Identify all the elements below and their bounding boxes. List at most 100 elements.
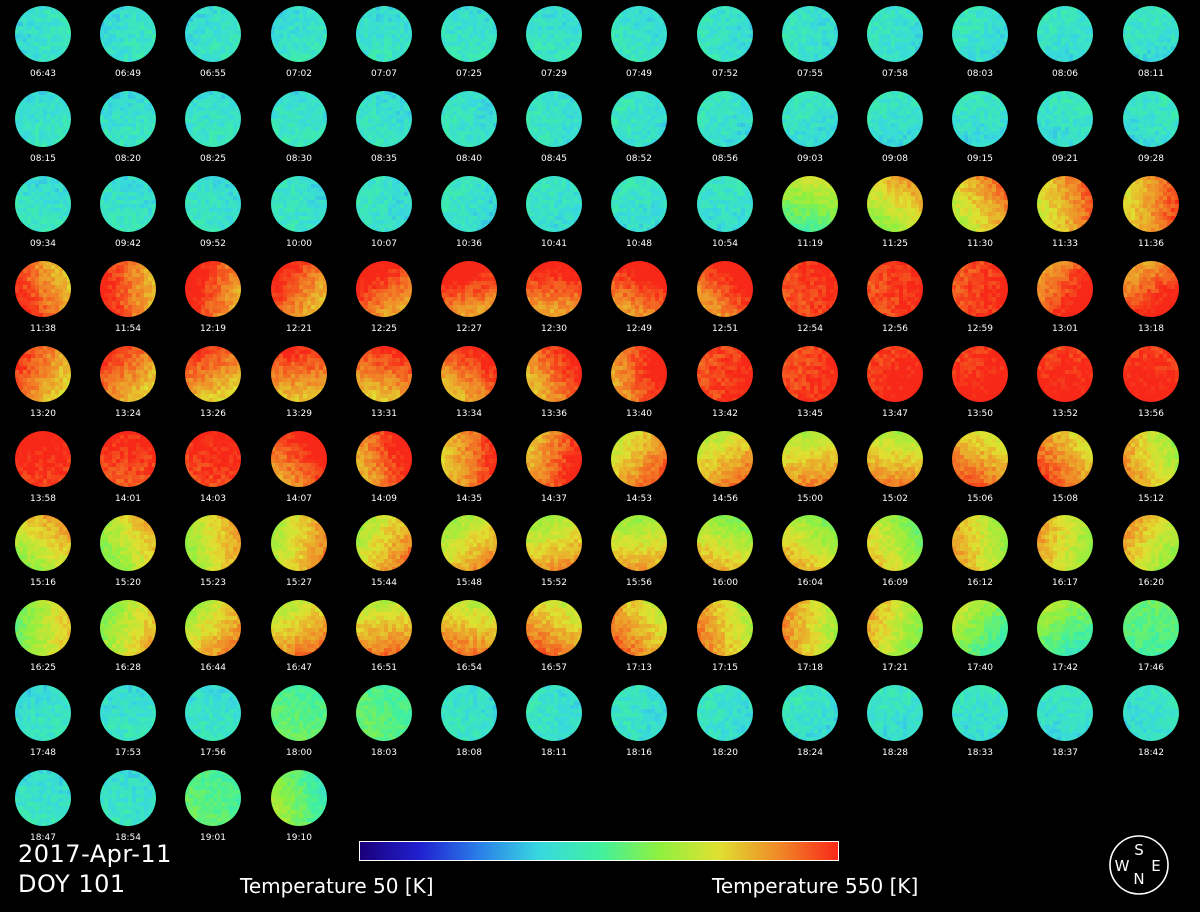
disc-time-label: 13:34 bbox=[439, 409, 499, 419]
thermal-disc bbox=[441, 6, 497, 62]
disc-time-label: 14:56 bbox=[695, 494, 755, 504]
thermal-disc bbox=[356, 346, 412, 402]
thermal-disc bbox=[100, 346, 156, 402]
disc-time-label: 09:28 bbox=[1121, 154, 1181, 164]
disc-time-label: 10:36 bbox=[439, 239, 499, 249]
thermal-disc bbox=[697, 431, 753, 487]
thermal-disc bbox=[1123, 261, 1179, 317]
thermal-disc bbox=[867, 515, 923, 571]
thermal-disc bbox=[100, 770, 156, 826]
thermal-disc bbox=[15, 600, 71, 656]
thermal-disc bbox=[1123, 685, 1179, 741]
thermal-disc bbox=[185, 770, 241, 826]
thermal-disc bbox=[611, 600, 667, 656]
thermal-disc bbox=[1123, 515, 1179, 571]
disc-time-label: 13:45 bbox=[780, 409, 840, 419]
thermal-disc bbox=[1123, 431, 1179, 487]
date-label: 2017-Apr-11 bbox=[18, 841, 172, 867]
thermal-disc bbox=[1123, 91, 1179, 147]
disc-time-label: 07:25 bbox=[439, 69, 499, 79]
disc-time-label: 16:00 bbox=[695, 578, 755, 588]
disc-time-label: 12:25 bbox=[354, 324, 414, 334]
disc-time-label: 19:10 bbox=[269, 833, 329, 843]
thermal-disc bbox=[782, 6, 838, 62]
disc-time-label: 08:25 bbox=[183, 154, 243, 164]
thermal-disc bbox=[611, 176, 667, 232]
thermal-disc bbox=[356, 176, 412, 232]
thermal-disc bbox=[1123, 6, 1179, 62]
disc-time-label: 18:08 bbox=[439, 748, 499, 758]
thermal-disc bbox=[271, 346, 327, 402]
disc-time-label: 17:42 bbox=[1035, 663, 1095, 673]
thermal-disc bbox=[441, 346, 497, 402]
disc-time-label: 08:03 bbox=[950, 69, 1010, 79]
thermal-disc bbox=[611, 515, 667, 571]
thermal-disc bbox=[441, 515, 497, 571]
disc-time-label: 18:24 bbox=[780, 748, 840, 758]
thermal-disc bbox=[356, 685, 412, 741]
disc-time-label: 18:33 bbox=[950, 748, 1010, 758]
disc-time-label: 11:36 bbox=[1121, 239, 1181, 249]
thermal-disc bbox=[697, 91, 753, 147]
disc-time-label: 07:55 bbox=[780, 69, 840, 79]
thermal-disc bbox=[611, 91, 667, 147]
disc-time-label: 08:35 bbox=[354, 154, 414, 164]
thermal-disc bbox=[526, 176, 582, 232]
disc-time-label: 15:16 bbox=[13, 578, 73, 588]
disc-time-label: 12:49 bbox=[609, 324, 669, 334]
disc-time-label: 12:51 bbox=[695, 324, 755, 334]
disc-time-label: 18:00 bbox=[269, 748, 329, 758]
thermal-disc bbox=[441, 91, 497, 147]
thermal-disc bbox=[441, 431, 497, 487]
thermal-disc bbox=[1037, 600, 1093, 656]
thermal-disc bbox=[271, 91, 327, 147]
thermal-disc bbox=[15, 261, 71, 317]
thermal-disc bbox=[15, 346, 71, 402]
thermal-disc bbox=[782, 685, 838, 741]
disc-time-label: 15:52 bbox=[524, 578, 584, 588]
thermal-disc bbox=[952, 6, 1008, 62]
disc-time-label: 06:49 bbox=[98, 69, 158, 79]
thermal-disc bbox=[1037, 6, 1093, 62]
disc-time-label: 12:59 bbox=[950, 324, 1010, 334]
disc-time-label: 17:46 bbox=[1121, 663, 1181, 673]
disc-time-label: 16:20 bbox=[1121, 578, 1181, 588]
thermal-disc bbox=[782, 91, 838, 147]
disc-time-label: 19:01 bbox=[183, 833, 243, 843]
disc-time-label: 16:28 bbox=[98, 663, 158, 673]
disc-time-label: 08:11 bbox=[1121, 69, 1181, 79]
disc-time-label: 12:19 bbox=[183, 324, 243, 334]
thermal-disc bbox=[1037, 431, 1093, 487]
disc-time-label: 14:35 bbox=[439, 494, 499, 504]
disc-time-label: 14:07 bbox=[269, 494, 329, 504]
disc-time-label: 14:37 bbox=[524, 494, 584, 504]
disc-time-label: 07:52 bbox=[695, 69, 755, 79]
disc-time-label: 07:49 bbox=[609, 69, 669, 79]
thermal-disc bbox=[952, 600, 1008, 656]
thermal-disc bbox=[611, 346, 667, 402]
thermal-disc bbox=[697, 6, 753, 62]
thermal-disc bbox=[271, 600, 327, 656]
temperature-colorbar bbox=[359, 841, 839, 861]
thermal-disc bbox=[185, 261, 241, 317]
thermal-disc bbox=[526, 91, 582, 147]
thermal-disc bbox=[271, 515, 327, 571]
disc-time-label: 16:12 bbox=[950, 578, 1010, 588]
thermal-disc bbox=[782, 346, 838, 402]
thermal-disc bbox=[15, 91, 71, 147]
disc-time-label: 10:48 bbox=[609, 239, 669, 249]
compass-left-letter: W bbox=[1115, 857, 1130, 875]
thermal-disc bbox=[782, 261, 838, 317]
thermal-disc bbox=[1123, 346, 1179, 402]
thermal-disc bbox=[1037, 91, 1093, 147]
compass-top-letter: S bbox=[1134, 841, 1144, 859]
thermal-disc bbox=[611, 685, 667, 741]
disc-time-label: 09:21 bbox=[1035, 154, 1095, 164]
disc-time-label: 12:27 bbox=[439, 324, 499, 334]
disc-time-label: 18:20 bbox=[695, 748, 755, 758]
disc-time-label: 16:04 bbox=[780, 578, 840, 588]
disc-time-label: 08:40 bbox=[439, 154, 499, 164]
thermal-disc bbox=[271, 176, 327, 232]
thermal-disc bbox=[867, 91, 923, 147]
